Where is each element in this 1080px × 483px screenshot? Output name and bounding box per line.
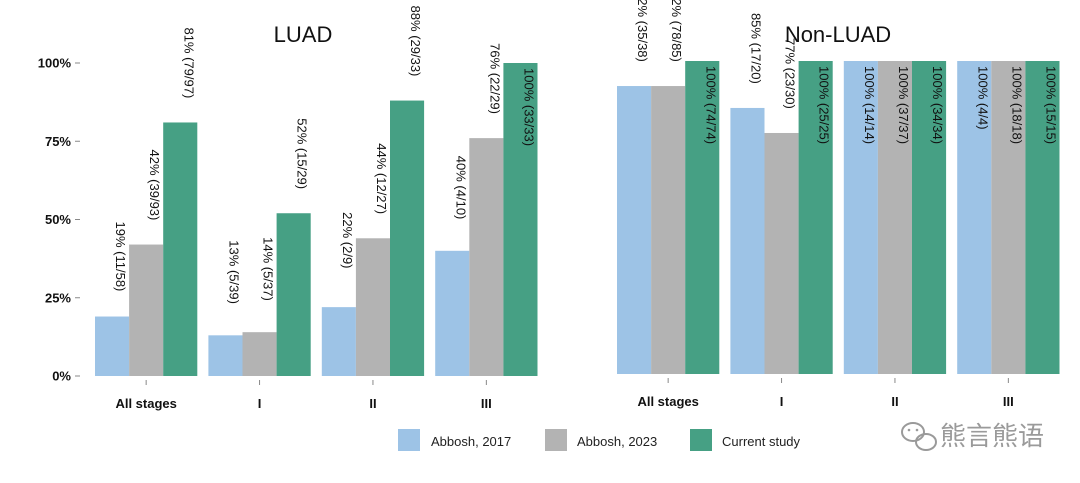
bar-data-label: 100% (33/33) (521, 68, 536, 146)
x-tick-label: II (891, 394, 898, 409)
bar-data-label: 22% (2/9) (340, 212, 355, 268)
x-tick-label: II (369, 396, 376, 411)
bar-data-label: 100% (74/74) (703, 66, 718, 144)
bar-data-label: 44% (12/27) (374, 143, 389, 214)
bar-data-label: 100% (14/14) (862, 66, 877, 144)
y-tick-label: 25% (45, 290, 71, 305)
bar-data-label: 19% (11/58) (113, 222, 128, 292)
bar-data-label: 100% (25/25) (817, 66, 832, 144)
bar-data-label: 100% (18/18) (1009, 66, 1024, 144)
bar-data-label: 81% (79/97) (181, 27, 196, 98)
bar-data-label: 88% (29/33) (408, 6, 423, 77)
bar-data-label: 40% (4/10) (453, 156, 468, 220)
y-tick-label: 100% (38, 56, 72, 71)
legend-swatch-current-study (690, 429, 712, 451)
bar-abbosh-2023 (651, 86, 686, 374)
bar-data-label: 92% (35/38) (635, 0, 650, 62)
watermark-text: 熊言熊语 (940, 421, 1044, 451)
y-tick-label: 0% (52, 369, 71, 384)
bar-abbosh-2023 (129, 244, 164, 376)
bar-data-label: 100% (15/15) (1043, 66, 1058, 144)
bar-data-label: 52% (15/29) (295, 118, 310, 189)
bar-current-study (685, 61, 720, 374)
bar-abbosh-2017 (957, 61, 992, 374)
bar-abbosh-2017 (435, 250, 470, 376)
bar-data-label: 42% (39/93) (147, 150, 162, 221)
bar-data-label: 100% (34/34) (930, 66, 945, 144)
wechat-icon (901, 422, 937, 451)
bar-abbosh-2017 (208, 335, 243, 376)
panel-non-luad: Non-LUAD All stages 92% (35/38) 92% (78/85)… (617, 0, 1060, 409)
x-tick-label: III (481, 396, 492, 411)
legend-label-abbosh-2023: Abbosh, 2023 (577, 434, 657, 449)
legend-label-abbosh-2017: Abbosh, 2017 (431, 434, 511, 449)
bar-abbosh-2023 (355, 238, 390, 376)
panel-luad: LUAD 0% 25% 50% 75% 100% All stages 19% (11/58)… (38, 6, 538, 411)
bar-data-label: 85% (17/20) (748, 13, 763, 84)
bar-data-label: 77% (23/30) (783, 38, 798, 109)
bar-abbosh-2023 (242, 332, 277, 376)
bar-data-label: 100% (4/4) (975, 66, 990, 130)
x-tick-label: III (1003, 394, 1014, 409)
y-tick-label: 75% (45, 134, 71, 149)
legend-swatch-abbosh-2023 (545, 429, 567, 451)
x-tick-label: I (780, 394, 784, 409)
bar-current-study (503, 63, 538, 376)
bar-abbosh-2023 (764, 132, 799, 374)
bar-current-study (1025, 61, 1060, 374)
y-tick-label: 50% (45, 212, 71, 227)
bar-abbosh-2017 (843, 61, 878, 374)
bar-data-label: 13% (5/39) (226, 240, 241, 304)
bar-abbosh-2017 (321, 307, 356, 376)
bar-current-study (798, 61, 833, 374)
bar-abbosh-2017 (617, 86, 652, 374)
bar-abbosh-2017 (730, 107, 765, 374)
bar-data-label: 100% (37/37) (896, 66, 911, 144)
bar-abbosh-2023 (877, 61, 912, 374)
bar-data-label: 76% (22/29) (487, 43, 502, 114)
panel-title: LUAD (274, 22, 333, 47)
bar-current-study (912, 61, 947, 374)
bar-abbosh-2023 (469, 138, 504, 376)
x-tick-label: All stages (637, 394, 698, 409)
bar-abbosh-2017 (95, 316, 130, 376)
legend-swatch-abbosh-2017 (398, 429, 420, 451)
bar-current-study (163, 122, 198, 376)
watermark: 熊言熊语 (901, 421, 1044, 451)
bar-current-study (390, 100, 425, 376)
legend: Abbosh, 2017 Abbosh, 2023 Current study (398, 429, 801, 451)
x-tick-label: I (258, 396, 262, 411)
panel-title: Non-LUAD (785, 22, 891, 47)
legend-label-current-study: Current study (722, 434, 801, 449)
bar-current-study (276, 213, 311, 376)
bar-abbosh-2023 (991, 61, 1026, 374)
bar-data-label: 14% (5/37) (261, 237, 276, 301)
x-tick-label: All stages (115, 396, 176, 411)
bar-data-label: 92% (78/85) (669, 0, 684, 62)
